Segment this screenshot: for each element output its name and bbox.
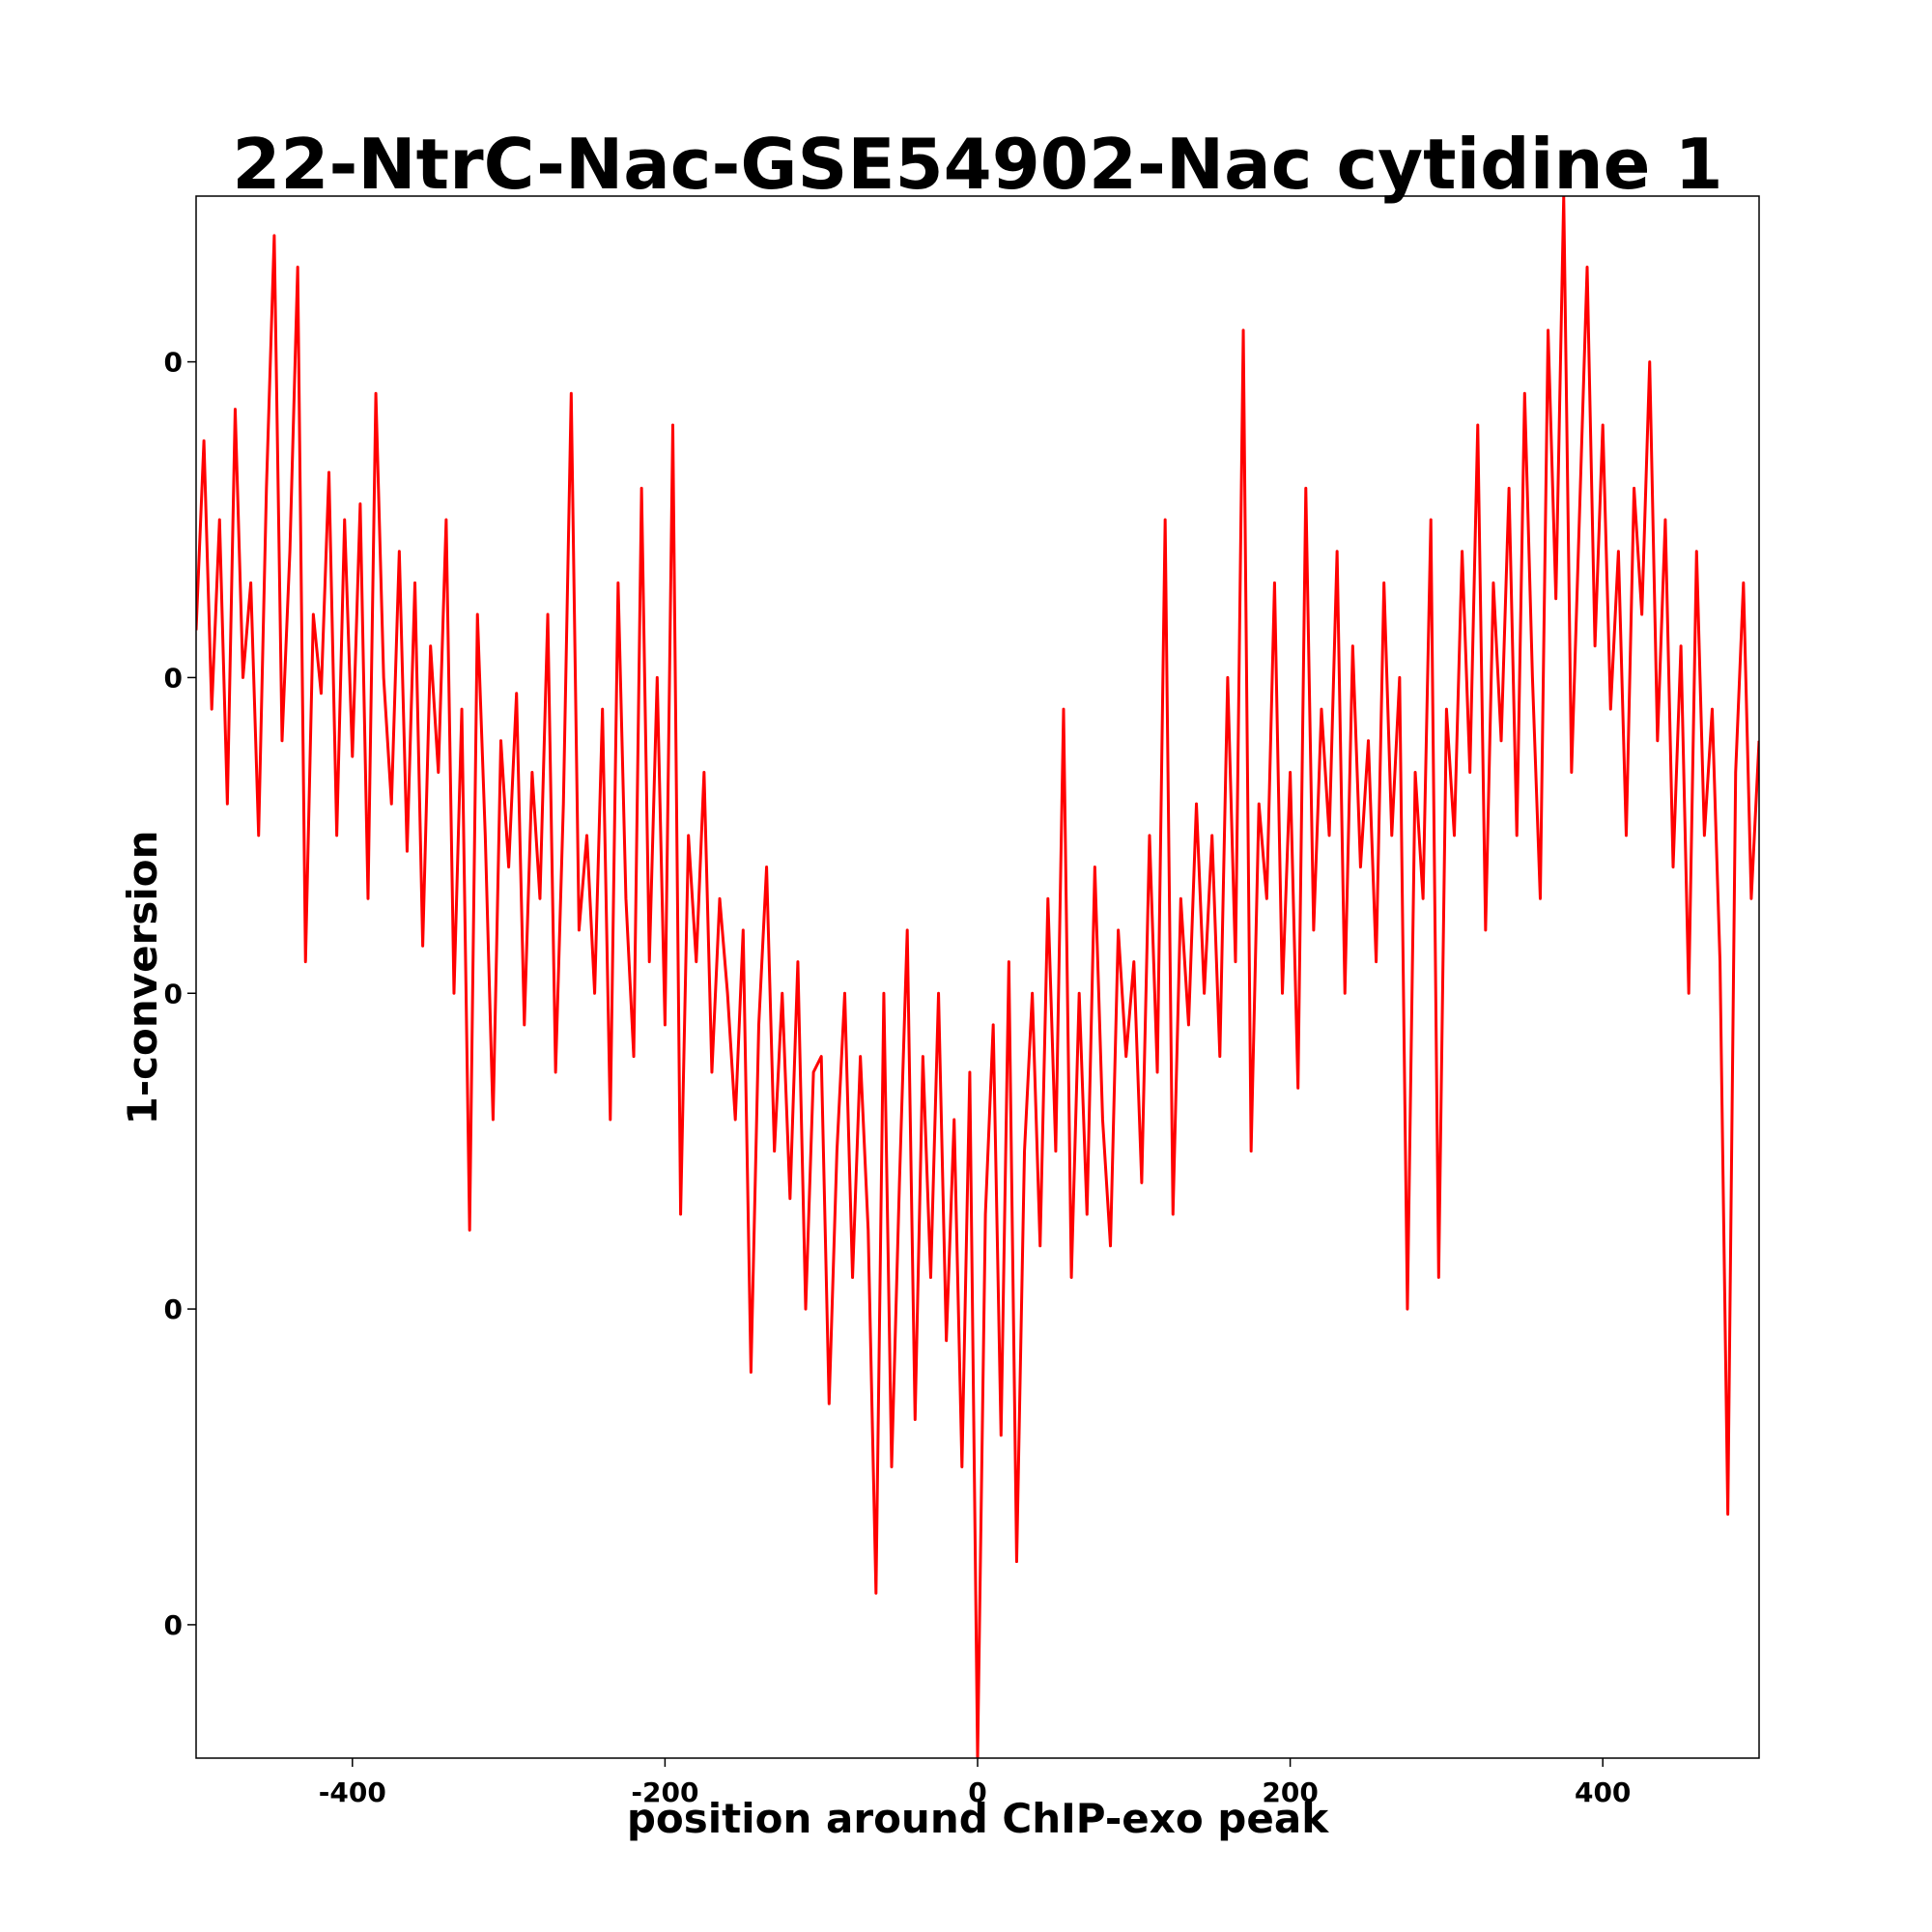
y-tick-label: 0 bbox=[164, 662, 183, 694]
y-tick-label: 0 bbox=[164, 1609, 183, 1641]
chart-title: 22-NtrC-Nac-GSE54902-Nac cytidine 1 bbox=[232, 124, 1722, 205]
y-axis-label: 1-conversion bbox=[119, 830, 166, 1124]
y-tick-label: 0 bbox=[164, 1293, 183, 1325]
x-axis-label: position around ChIP-exo peak bbox=[627, 1795, 1329, 1842]
y-tick-label: 0 bbox=[164, 347, 183, 379]
y-tick-label: 0 bbox=[164, 978, 183, 1009]
x-tick-label: -200 bbox=[631, 1776, 698, 1808]
x-tick-label: 200 bbox=[1262, 1776, 1318, 1808]
data-line bbox=[196, 196, 1759, 1758]
x-tick-label: -400 bbox=[319, 1776, 386, 1808]
x-tick-label: 400 bbox=[1575, 1776, 1631, 1808]
x-tick-label: 0 bbox=[968, 1776, 986, 1808]
